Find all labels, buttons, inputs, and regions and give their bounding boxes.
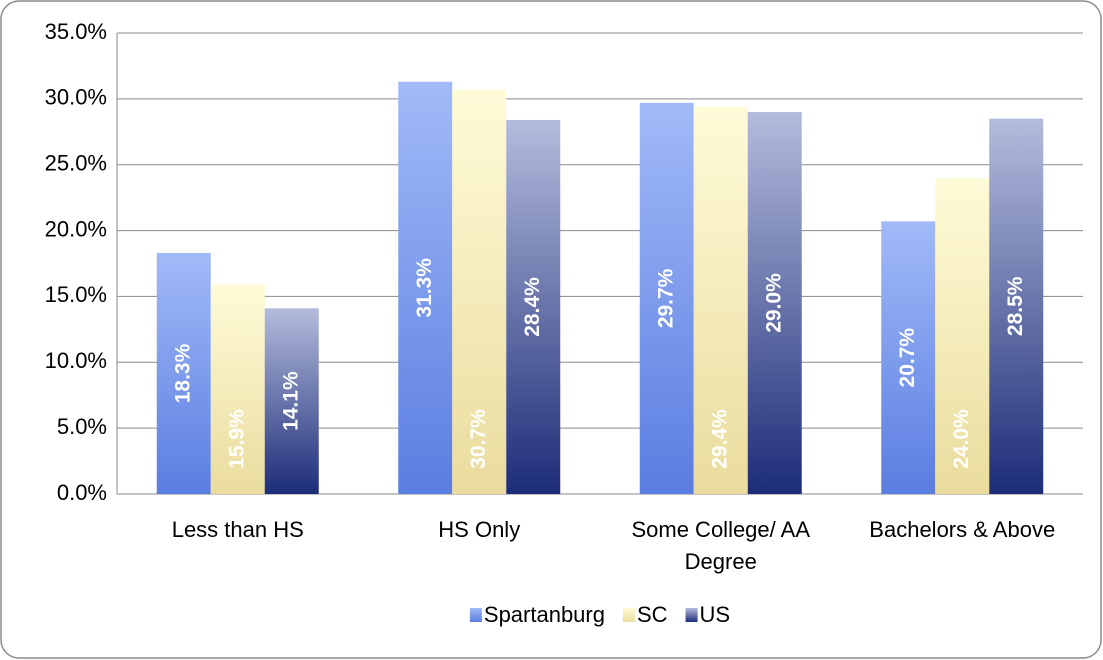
- y-tick-label: 10.0%: [45, 348, 107, 373]
- y-tick-label: 20.0%: [45, 216, 107, 241]
- bar: [452, 89, 507, 494]
- bar: [935, 177, 990, 494]
- bar: [156, 252, 211, 494]
- data-label: 29.4%: [708, 409, 731, 469]
- legend-swatch: [469, 608, 482, 622]
- data-label: 14.1%: [279, 371, 302, 431]
- legend-label: SC: [637, 602, 668, 627]
- y-tick-label: 15.0%: [45, 282, 107, 307]
- y-tick-label: 35.0%: [45, 19, 107, 44]
- y-tick-label: 0.0%: [57, 480, 107, 505]
- legend-label: US: [700, 602, 731, 627]
- data-label: 18.3%: [171, 343, 194, 403]
- x-tick-label: Some College/ AA Degree: [631, 517, 810, 574]
- x-tick-label: Bachelors & Above: [869, 517, 1055, 542]
- legend-swatch: [685, 608, 698, 622]
- data-label: 28.5%: [1004, 276, 1027, 336]
- bar: [506, 119, 561, 494]
- bar: [639, 102, 694, 495]
- legend-label: Spartanburg: [484, 602, 605, 627]
- x-tick-label: HS Only: [438, 517, 520, 542]
- bar: [989, 118, 1044, 494]
- legend-swatch: [622, 608, 635, 622]
- data-label: 28.4%: [521, 277, 544, 337]
- legend: Spartanburg SC US: [469, 602, 731, 627]
- bar: [398, 81, 453, 494]
- data-label: 29.7%: [654, 268, 677, 328]
- y-tick-label: 25.0%: [45, 151, 107, 176]
- data-label: 30.7%: [467, 409, 490, 469]
- bar: [264, 308, 319, 494]
- data-label: 29.0%: [762, 273, 785, 333]
- data-label: 20.7%: [896, 328, 919, 388]
- data-label: 24.0%: [950, 409, 973, 469]
- bar: [881, 221, 936, 494]
- x-tick-label: Less than HS: [172, 517, 304, 542]
- y-tick-label: 30.0%: [45, 85, 107, 110]
- bar: [747, 112, 802, 495]
- y-tick-label: 5.0%: [57, 414, 107, 439]
- data-label: 15.9%: [225, 409, 248, 469]
- data-label: 31.3%: [413, 258, 436, 318]
- bar: [693, 106, 748, 494]
- bar: [210, 284, 265, 494]
